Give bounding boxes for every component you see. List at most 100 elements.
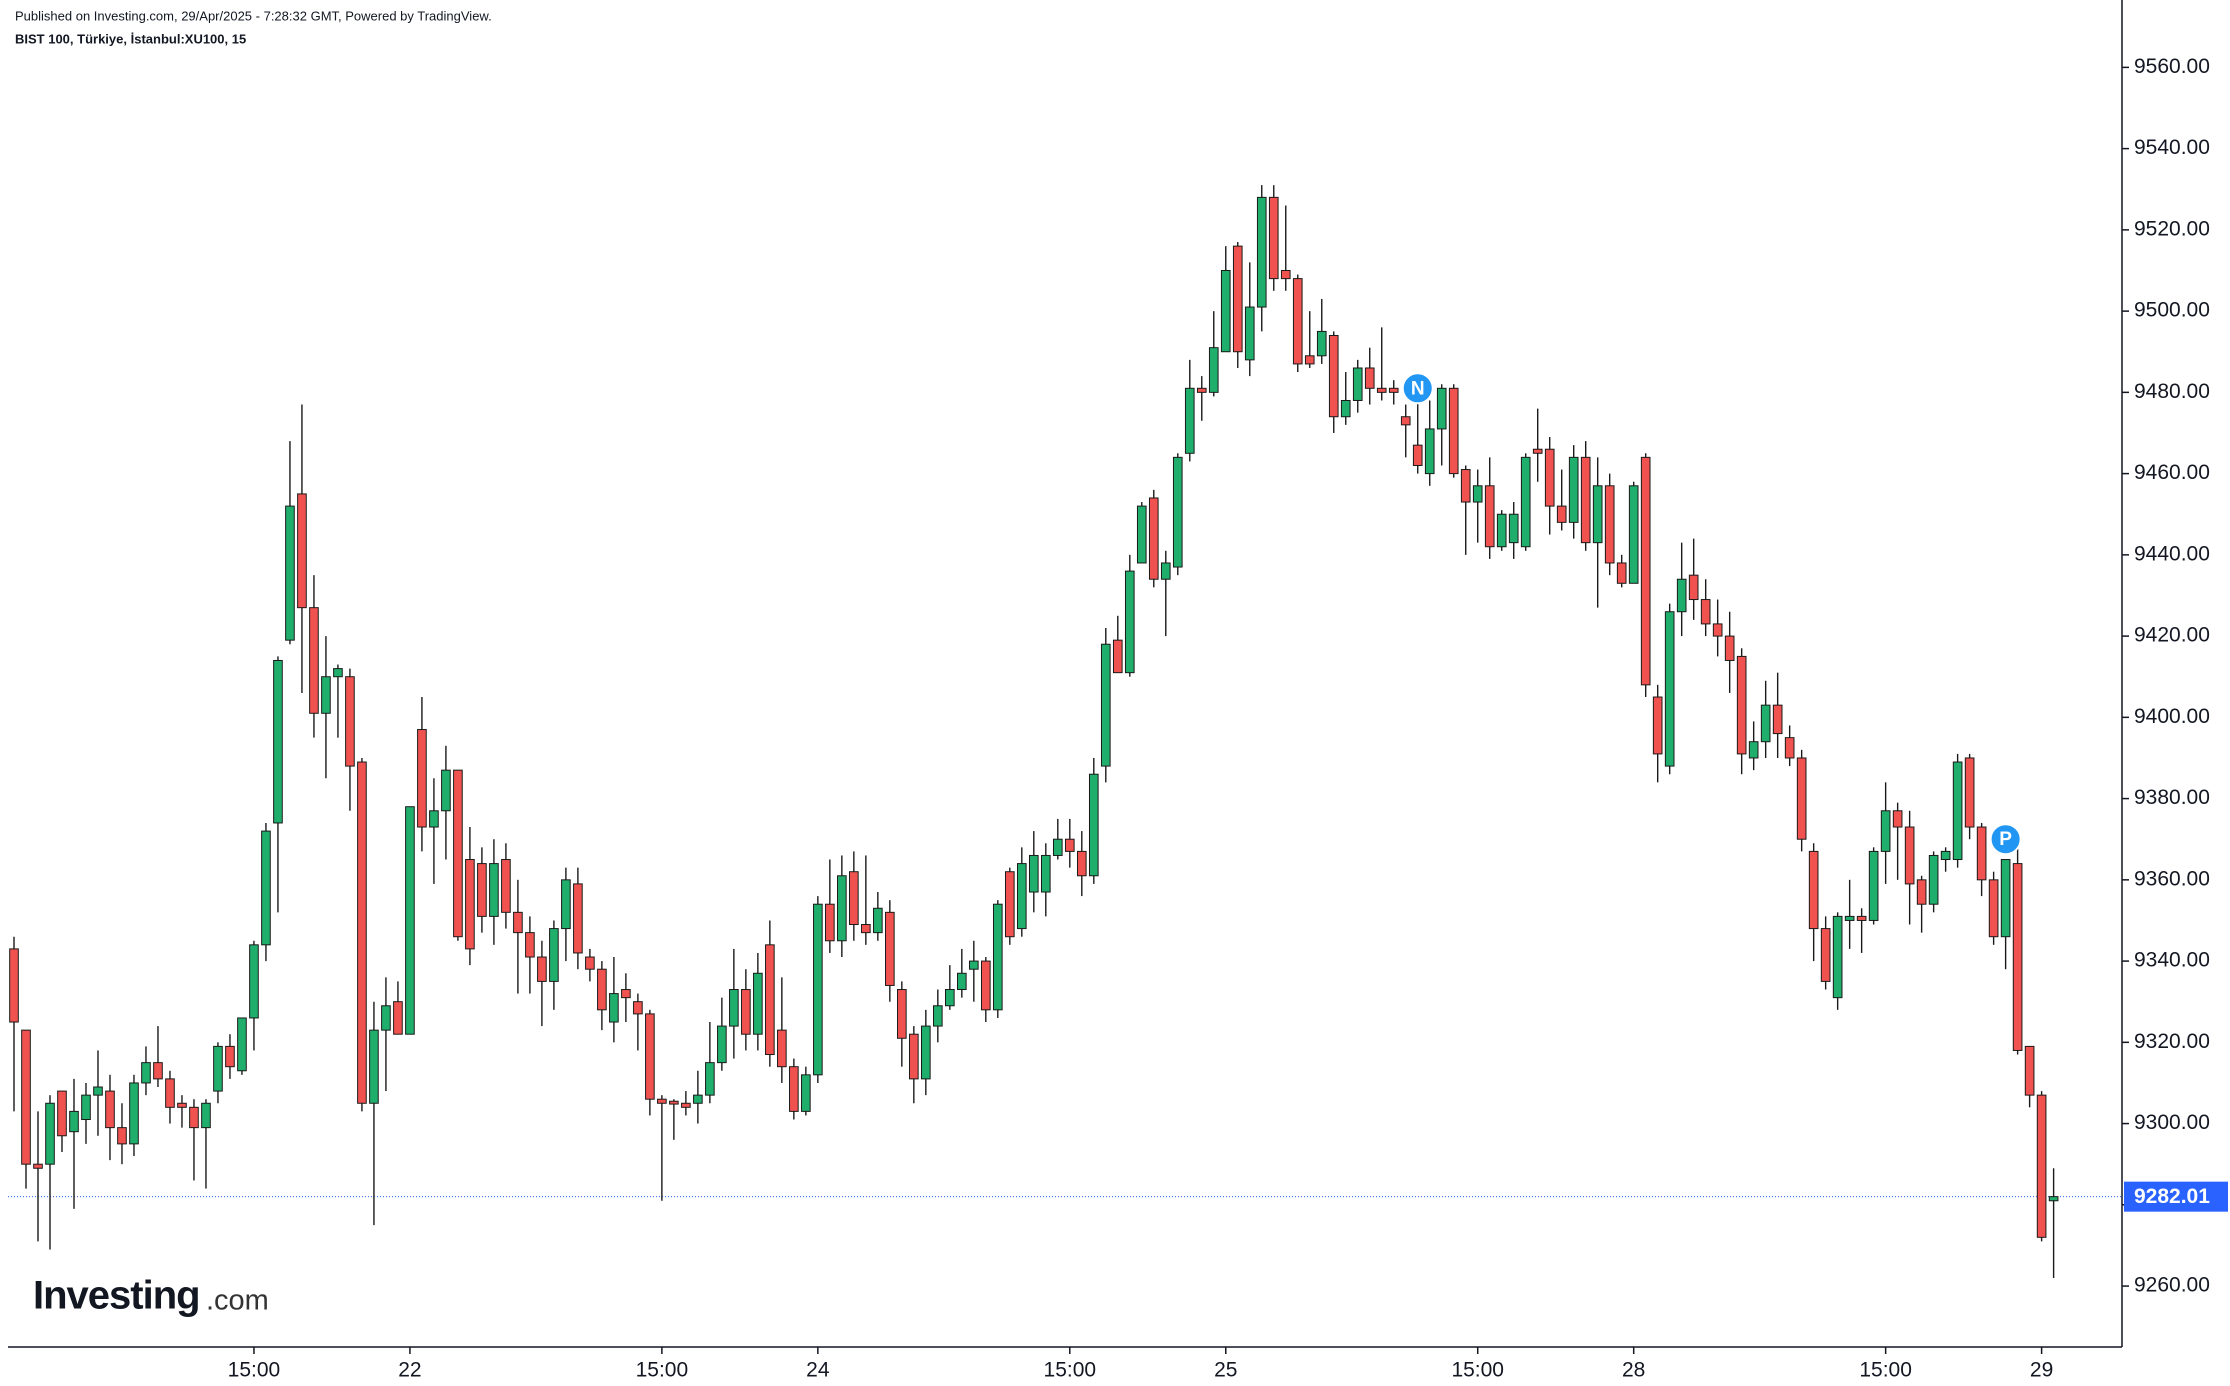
x-tick-label: 15:00 bbox=[1859, 1359, 1912, 1382]
y-tick-label: 9440.00 bbox=[2134, 542, 2210, 565]
candle-body bbox=[1280, 269, 1291, 280]
candle-body bbox=[1844, 915, 1855, 921]
candle-body bbox=[2048, 1196, 2059, 1202]
candle-body bbox=[1088, 773, 1099, 877]
last-price-label: 9282.01 bbox=[2134, 1185, 2210, 1208]
candle-body bbox=[1112, 639, 1123, 674]
x-tick-label: 15:00 bbox=[228, 1359, 281, 1382]
candle-body bbox=[957, 972, 967, 991]
candle-body bbox=[177, 1102, 187, 1108]
candle-body bbox=[237, 1017, 247, 1072]
candle-body bbox=[561, 879, 571, 930]
candle-body bbox=[992, 903, 1003, 1011]
candle-body bbox=[753, 972, 763, 1035]
candle-body bbox=[1004, 871, 1015, 938]
candle-body bbox=[1520, 456, 1531, 548]
candle-body bbox=[1544, 448, 1555, 507]
candle-body bbox=[309, 607, 319, 714]
y-tick-label: 9380.00 bbox=[2134, 786, 2210, 809]
candle-body bbox=[1532, 448, 1543, 454]
candle-body bbox=[1388, 387, 1399, 393]
candle-body bbox=[2024, 1045, 2035, 1096]
symbol-title: BIST 100, Türkiye, İstanbul:XU100, 15 bbox=[15, 31, 246, 46]
candle-body bbox=[465, 859, 475, 950]
y-tick-label: 9300.00 bbox=[2134, 1111, 2210, 1134]
candle-body bbox=[1664, 611, 1675, 767]
candle-body bbox=[453, 769, 463, 938]
candle-body bbox=[549, 928, 559, 982]
candle-body bbox=[1604, 485, 1615, 564]
candle-body bbox=[69, 1110, 79, 1133]
candle-body bbox=[2012, 863, 2023, 1051]
candle-body bbox=[2036, 1094, 2047, 1238]
candle-body bbox=[1016, 863, 1027, 930]
y-tick-label: 9480.00 bbox=[2134, 380, 2210, 403]
candle-body bbox=[909, 1033, 919, 1080]
candle-body bbox=[645, 1013, 655, 1100]
x-tick-label: 24 bbox=[806, 1359, 830, 1382]
candle-body bbox=[1772, 704, 1783, 735]
candle-body bbox=[441, 769, 451, 812]
y-tick-label: 9400.00 bbox=[2134, 705, 2210, 728]
candle-body bbox=[273, 659, 283, 824]
candle-body bbox=[980, 960, 991, 1011]
candle-body bbox=[129, 1082, 139, 1145]
candle-body bbox=[1376, 387, 1387, 393]
candle-body bbox=[321, 676, 331, 714]
candle-body bbox=[501, 859, 511, 913]
candle-body bbox=[573, 883, 583, 954]
candle-body bbox=[705, 1062, 715, 1096]
candle-body bbox=[1952, 761, 1963, 861]
candle-body bbox=[849, 871, 859, 926]
candle-body bbox=[669, 1100, 679, 1105]
candle-body bbox=[1808, 850, 1819, 930]
candle-body bbox=[153, 1062, 163, 1080]
candle-body bbox=[1148, 497, 1159, 580]
candle-body bbox=[1940, 850, 1951, 861]
candle-body bbox=[1040, 854, 1051, 893]
candle-body bbox=[1976, 826, 1987, 881]
candle-body bbox=[789, 1066, 799, 1112]
candle-body bbox=[1700, 599, 1711, 625]
candle-body bbox=[1568, 456, 1579, 523]
candle-body bbox=[968, 960, 979, 970]
candle-body bbox=[777, 1029, 787, 1068]
candle-body bbox=[765, 944, 775, 1056]
candle-body bbox=[33, 1163, 43, 1169]
candle-body bbox=[1064, 838, 1075, 852]
candle-body bbox=[1340, 399, 1351, 418]
candle-body bbox=[585, 956, 595, 970]
event-marker bbox=[1989, 823, 2022, 856]
candle-body bbox=[285, 505, 295, 641]
candle-body bbox=[1856, 915, 1867, 921]
candle-body bbox=[885, 911, 895, 986]
x-tick-label: 22 bbox=[398, 1359, 421, 1382]
candle-body bbox=[1676, 578, 1687, 613]
candle-body bbox=[897, 989, 907, 1039]
event-marker bbox=[1401, 372, 1434, 405]
candle-body bbox=[105, 1090, 115, 1129]
candle-body bbox=[1208, 347, 1219, 393]
candle-body bbox=[345, 676, 355, 767]
candle-body bbox=[1232, 245, 1243, 353]
candle-body bbox=[1712, 623, 1723, 637]
y-tick-label: 9520.00 bbox=[2134, 217, 2210, 240]
logo-brand: Investing bbox=[33, 1274, 200, 1318]
candle-body bbox=[1484, 485, 1495, 548]
candle-body bbox=[1028, 854, 1039, 893]
candle-body bbox=[9, 948, 19, 1023]
candle-body bbox=[933, 1005, 943, 1027]
candle-body bbox=[1412, 444, 1423, 466]
candle-body bbox=[1556, 505, 1567, 523]
candle-body bbox=[1892, 810, 1903, 828]
candle-body bbox=[225, 1045, 235, 1068]
candle-body bbox=[1400, 416, 1411, 426]
candle-body bbox=[1784, 737, 1795, 759]
candle-body bbox=[393, 1001, 403, 1035]
candle-body bbox=[357, 761, 367, 1104]
candle-body bbox=[657, 1098, 667, 1104]
x-tick-label: 15:00 bbox=[636, 1359, 689, 1382]
candle-body bbox=[1076, 850, 1087, 877]
candle-body bbox=[1364, 367, 1375, 389]
